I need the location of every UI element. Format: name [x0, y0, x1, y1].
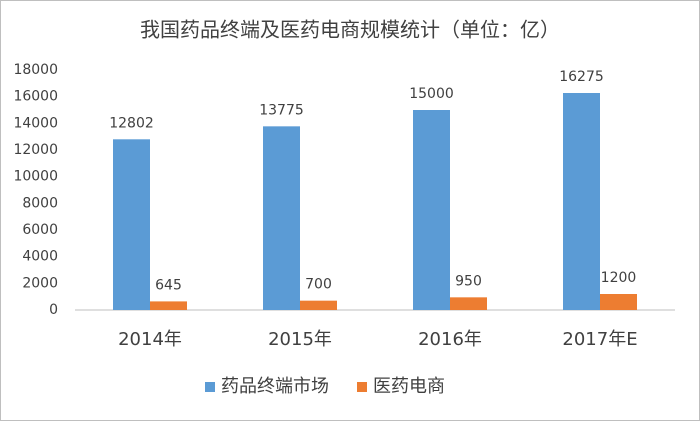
legend-swatch	[205, 382, 215, 392]
y-tick-label: 2000	[22, 275, 58, 291]
x-tick-label: 2015年	[268, 329, 332, 350]
bar	[413, 110, 450, 310]
legend-swatch	[357, 382, 367, 392]
bar	[113, 139, 150, 310]
legend-label: 医药电商	[373, 376, 445, 397]
y-tick-label: 8000	[22, 195, 58, 211]
y-tick-label: 0	[49, 302, 58, 318]
y-tick-label: 10000	[13, 169, 58, 185]
bar	[150, 301, 187, 310]
bar	[450, 297, 487, 310]
bar	[563, 93, 600, 310]
bar	[300, 300, 337, 310]
chart-title: 我国药品终端及医药电商规模统计（单位：亿）	[140, 18, 560, 42]
data-label: 12802	[109, 115, 154, 131]
data-label: 645	[155, 277, 182, 293]
y-tick-label: 16000	[13, 89, 58, 105]
x-tick-label: 2017年E	[562, 329, 637, 350]
y-tick-label: 6000	[22, 222, 58, 238]
y-tick-label: 12000	[13, 142, 58, 158]
y-tick-label: 4000	[22, 249, 58, 265]
y-tick-label: 14000	[13, 115, 58, 131]
data-label: 13775	[259, 102, 304, 118]
bar	[600, 294, 637, 310]
data-label: 950	[455, 273, 482, 289]
x-tick-label: 2016年	[418, 329, 482, 350]
data-label: 15000	[409, 86, 454, 102]
bar	[263, 126, 300, 310]
x-tick-label: 2014年	[118, 329, 182, 350]
legend-label: 药品终端市场	[221, 376, 329, 397]
y-tick-label: 18000	[13, 62, 58, 78]
data-label: 1200	[601, 270, 637, 286]
data-label: 700	[305, 277, 332, 293]
data-label: 16275	[559, 69, 604, 85]
